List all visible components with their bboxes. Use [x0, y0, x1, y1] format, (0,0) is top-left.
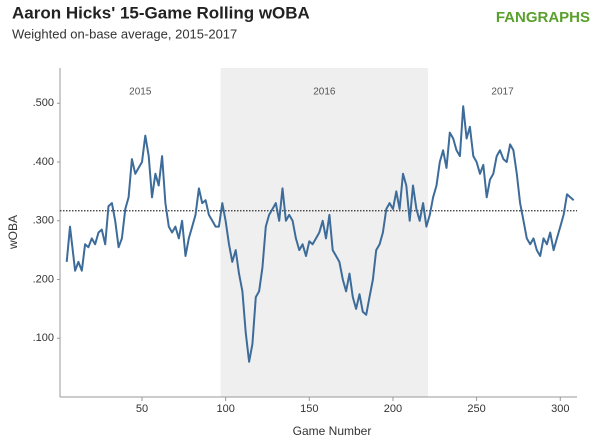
x-tick-label: 150	[300, 403, 318, 415]
y-tick-label: .200	[33, 273, 54, 285]
logo: FANGRAPHS	[496, 9, 590, 26]
chart-subtitle: Weighted on-base average, 2015-2017	[12, 26, 237, 41]
x-axis-label: Game Number	[293, 424, 372, 438]
period-label: 2016	[313, 87, 336, 98]
x-tick-label: 300	[551, 403, 569, 415]
x-tick-label: 50	[136, 403, 148, 415]
y-tick-label: .300	[33, 215, 54, 227]
x-tick-label: 100	[216, 403, 234, 415]
period-label: 2017	[491, 87, 514, 98]
y-tick-label: .500	[33, 97, 54, 109]
y-axis-label: wOBA	[6, 215, 20, 250]
y-tick-label: .100	[33, 332, 54, 344]
x-tick-label: 250	[467, 403, 485, 415]
data-line	[65, 105, 575, 363]
chart-title: Aaron Hicks' 15-Game Rolling wOBA	[12, 3, 310, 22]
period-label: 2015	[129, 87, 152, 98]
y-tick-label: .400	[33, 156, 54, 168]
x-tick-label: 200	[384, 403, 402, 415]
